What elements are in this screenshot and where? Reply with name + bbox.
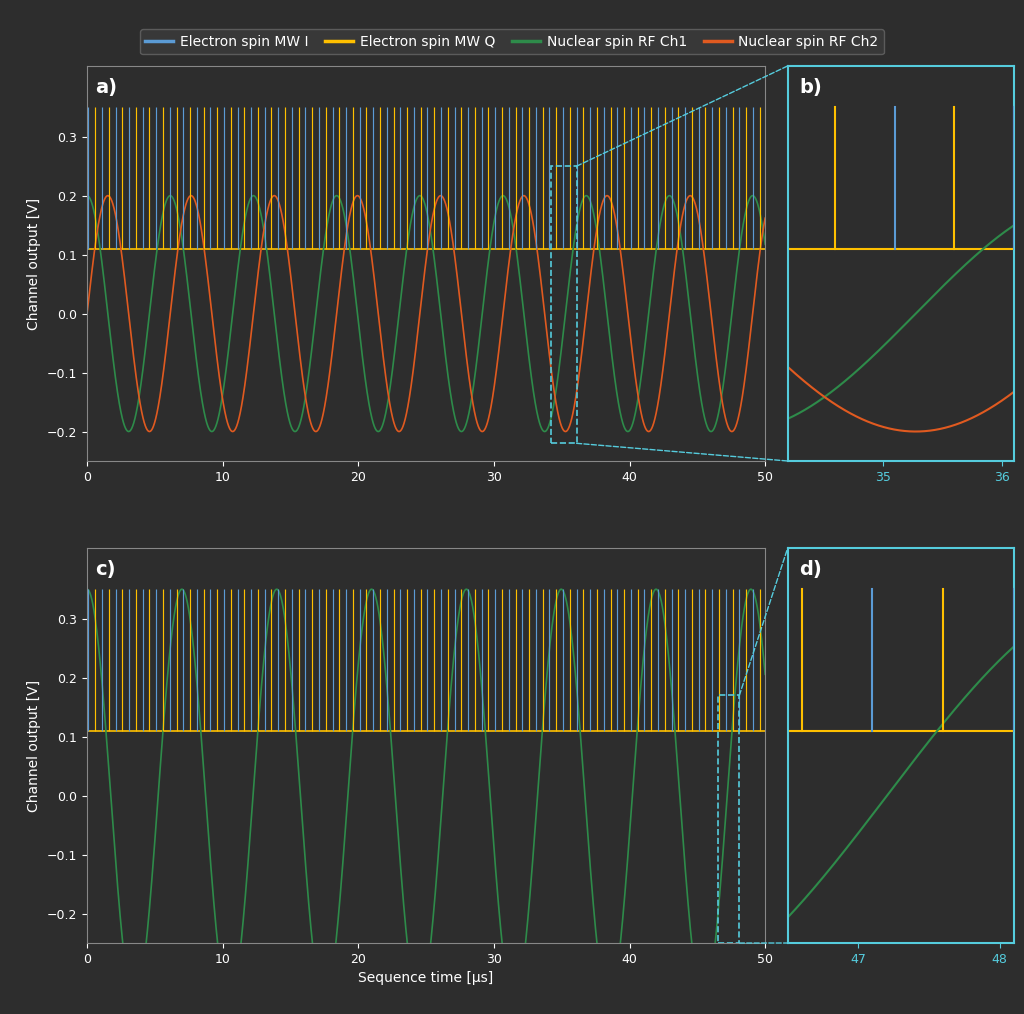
Text: c): c) [95,560,116,579]
Text: b): b) [799,78,822,96]
Text: d): d) [799,560,822,579]
Bar [551,166,577,443]
Text: a): a) [95,78,117,96]
Legend: Electron spin MW I, Electron spin MW Q, Nuclear spin RF Ch1, Nuclear spin RF Ch2: Electron spin MW I, Electron spin MW Q, … [140,29,884,55]
Bar [718,696,739,943]
X-axis label: Sequence time [µs]: Sequence time [µs] [358,971,494,986]
Y-axis label: Channel output [V]: Channel output [V] [28,679,41,811]
Y-axis label: Channel output [V]: Channel output [V] [28,198,41,330]
